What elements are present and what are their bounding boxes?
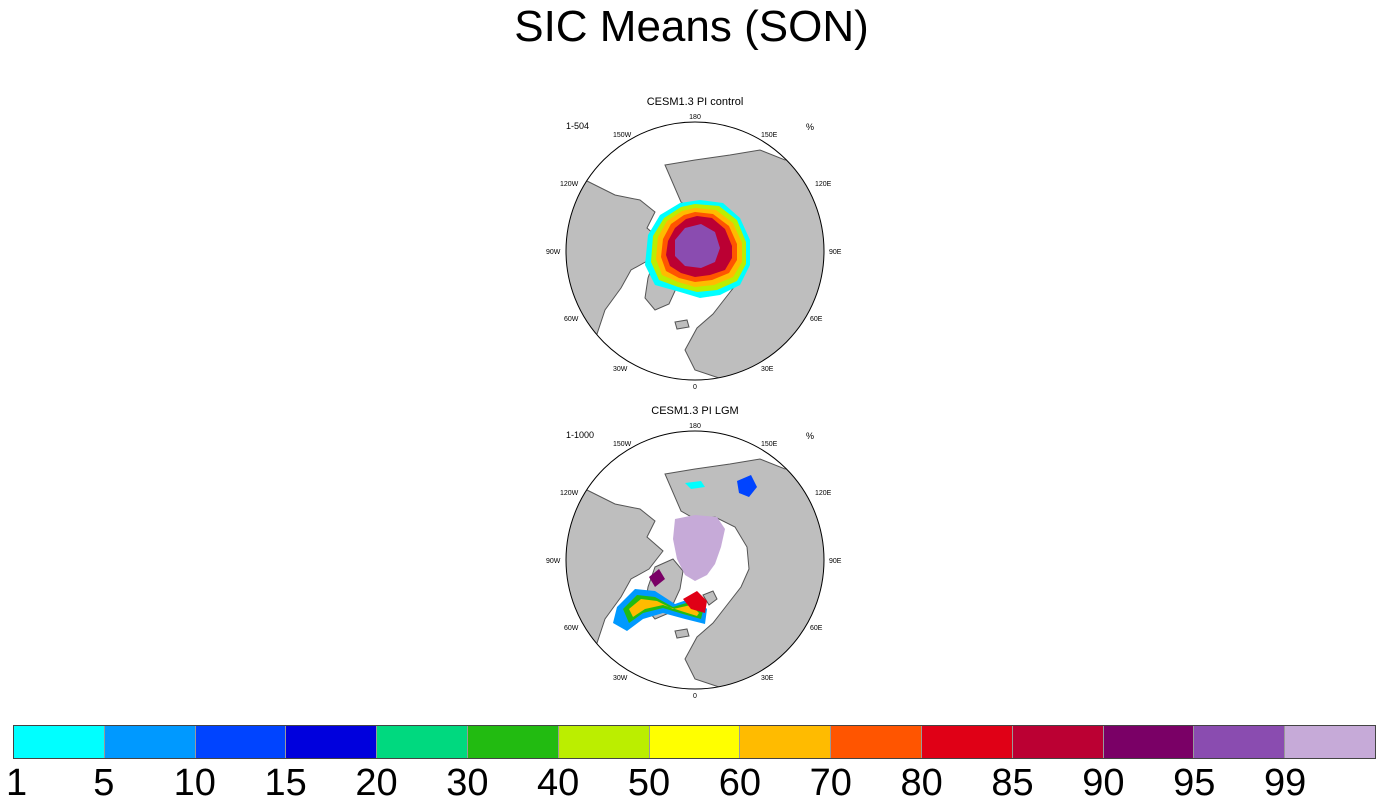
colorbar-label: 70 xyxy=(809,762,852,804)
lon-label: 150E xyxy=(761,132,778,139)
panel-2-range: 1-1000 xyxy=(566,430,595,440)
panel-2-land-iceland xyxy=(674,628,690,639)
lon-label: 150E xyxy=(761,441,778,448)
colorbar-swatch xyxy=(831,726,922,758)
panel-2-polar-map: 180 0 150W 150E 120W 120E 90W 90E 60W 60… xyxy=(546,423,842,700)
lon-label: 60W xyxy=(564,625,579,632)
lon-label: 180 xyxy=(689,423,701,430)
colorbar-swatch xyxy=(1103,726,1195,758)
lon-label: 0 xyxy=(693,693,697,700)
panel-2-title: CESM1.3 PI LGM xyxy=(651,405,739,417)
colorbar-label: 80 xyxy=(900,762,943,804)
colorbar-label: 30 xyxy=(446,762,489,804)
lon-label: 150W xyxy=(613,441,632,448)
colorbar-label: 50 xyxy=(627,762,671,804)
panel-2-sic-atlantic-inner xyxy=(629,599,699,617)
colorbar-swatch xyxy=(195,726,287,758)
lon-label: 0 xyxy=(693,384,697,391)
panel-1-sic-core xyxy=(675,224,720,268)
figure-title: SIC Means (SON) xyxy=(514,2,869,51)
colorbar-label: 90 xyxy=(1082,762,1125,804)
lon-label: 60E xyxy=(810,625,823,632)
lon-label: 90W xyxy=(546,558,561,565)
lon-label: 30E xyxy=(761,675,774,682)
colorbar-label: 99 xyxy=(1263,762,1307,804)
colorbar-labels: 1 5 10 15 20 30 40 50 60 70 80 85 90 95 99 xyxy=(0,762,1383,806)
panel-2-sic-labrador xyxy=(649,569,665,587)
colorbar-swatch xyxy=(649,726,741,758)
colorbar-swatch xyxy=(286,726,378,758)
colorbar-label: 1 xyxy=(6,762,28,804)
lon-label: 60W xyxy=(564,316,579,323)
colorbar-label: 10 xyxy=(173,762,216,804)
lon-label: 60E xyxy=(810,316,823,323)
colorbar-swatch xyxy=(377,726,468,758)
colorbar xyxy=(13,725,1376,759)
lon-label: 90E xyxy=(829,558,842,565)
colorbar-label: 15 xyxy=(264,762,307,804)
panel-2-sic-pacific-east xyxy=(737,475,757,497)
colorbar-label: 40 xyxy=(537,762,580,804)
lon-label: 120W xyxy=(560,181,579,188)
panel-1-polar-map: 180 0 150W 150E 120W 120E 90W 90E 60W 60… xyxy=(546,114,842,391)
panel-1-title: CESM1.3 PI control xyxy=(646,96,744,108)
colorbar-swatch xyxy=(1012,726,1104,758)
lon-label: 30E xyxy=(761,366,774,373)
lon-label: 30W xyxy=(613,675,628,682)
lon-label: 180 xyxy=(689,114,701,121)
colorbar-swatch xyxy=(1285,726,1375,758)
colorbar-label: 20 xyxy=(355,762,398,804)
panel-2-land-svalbard xyxy=(702,590,718,606)
panel-2-sic-core xyxy=(673,515,725,581)
colorbar-label: 95 xyxy=(1173,762,1216,804)
lon-label: 90W xyxy=(546,249,561,256)
lon-label: 150W xyxy=(613,132,632,139)
panel-2-units: % xyxy=(806,431,815,441)
colorbar-swatch xyxy=(921,726,1013,758)
colorbar-label: 85 xyxy=(991,762,1034,804)
lon-label: 120E xyxy=(815,490,832,497)
panel-2-sic-barents xyxy=(683,591,707,613)
colorbar-swatch xyxy=(104,726,196,758)
colorbar-swatch xyxy=(1194,726,1286,758)
panel-1-range: 1-504 xyxy=(566,121,590,131)
colorbar-label: 60 xyxy=(718,762,762,804)
panel-2-sic-pacific-west xyxy=(685,481,705,489)
colorbar-swatch xyxy=(14,726,105,758)
lon-label: 90E xyxy=(829,249,842,256)
lon-label: 30W xyxy=(613,366,628,373)
colorbar-swatch xyxy=(558,726,650,758)
colorbar-swatch xyxy=(740,726,832,758)
lon-label: 120W xyxy=(560,490,579,497)
colorbar-label: 5 xyxy=(93,762,115,804)
lon-label: 120E xyxy=(815,181,832,188)
colorbar-swatch xyxy=(467,726,559,758)
panel-1-land-iceland xyxy=(674,319,690,330)
panel-1-units: % xyxy=(806,122,815,132)
